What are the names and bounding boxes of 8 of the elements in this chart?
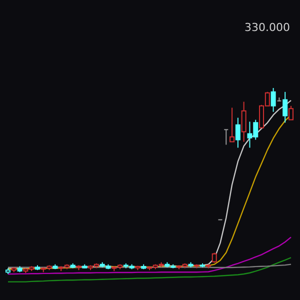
candlestick <box>282 91 288 124</box>
text: 330.000 <box>244 21 290 34</box>
candlestick <box>288 105 294 120</box>
candlestick <box>230 107 235 142</box>
candlestick <box>241 101 246 142</box>
candlestick <box>270 88 276 112</box>
candlestick <box>235 117 240 148</box>
candlestick <box>212 252 217 264</box>
